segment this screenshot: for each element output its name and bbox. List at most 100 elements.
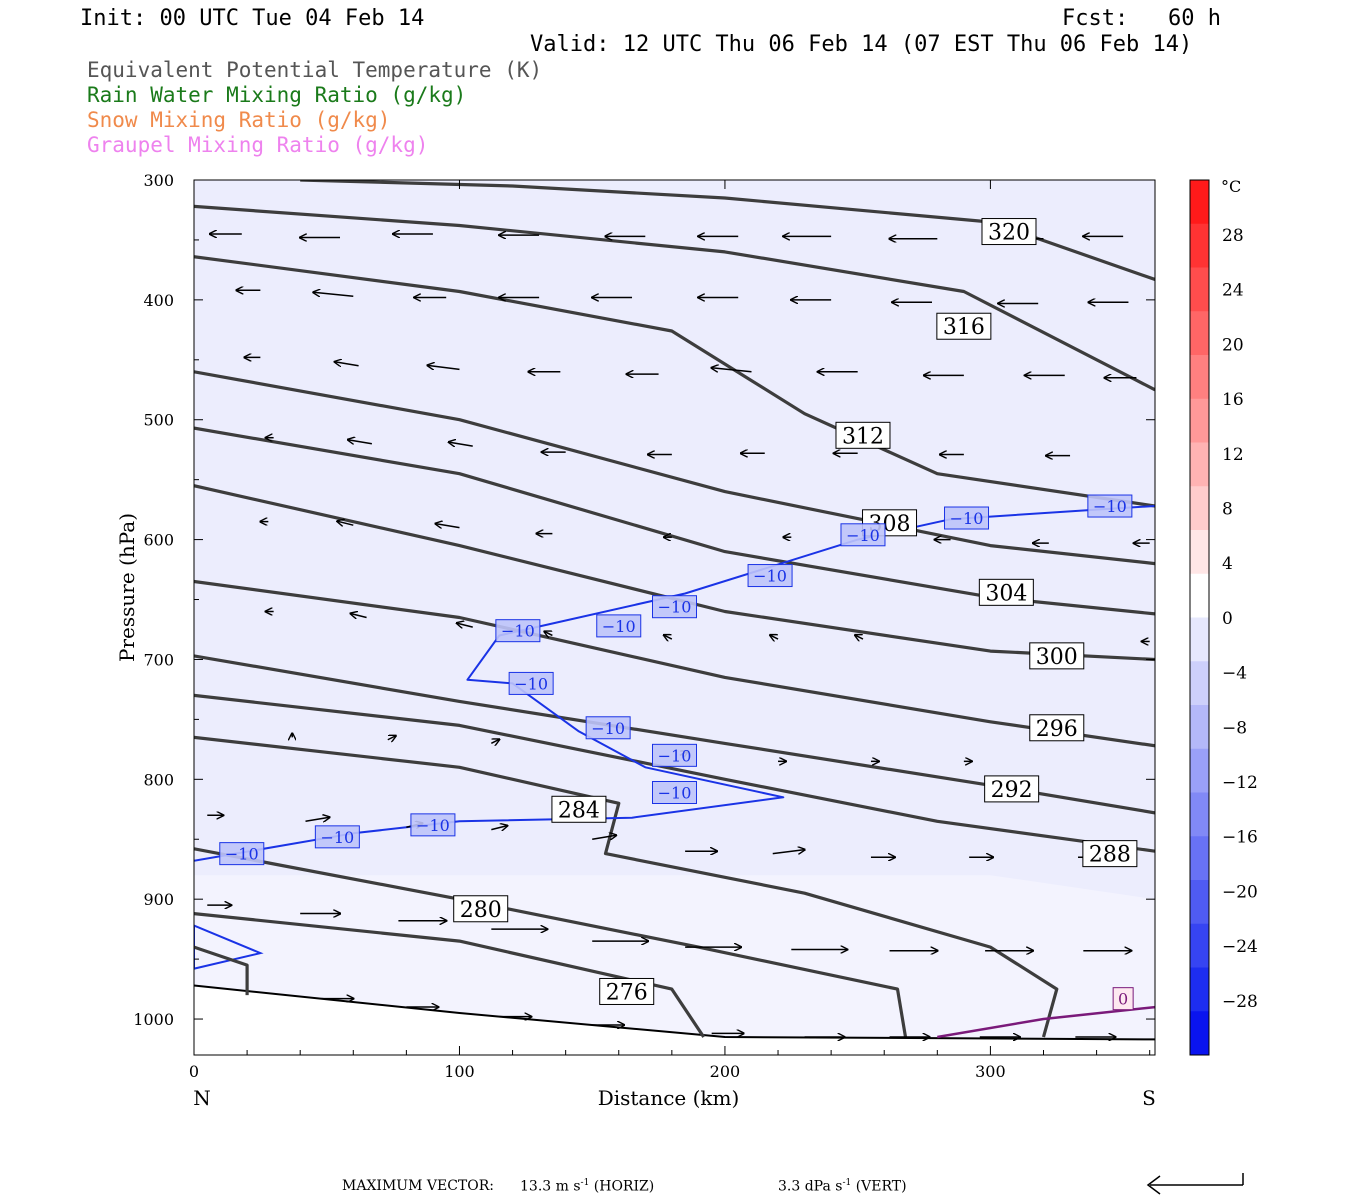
colorbar-swatch xyxy=(1190,661,1209,706)
colorbar-label: 16 xyxy=(1222,390,1244,410)
theta-e-contour-320 xyxy=(300,180,1155,282)
wind-vector xyxy=(305,817,329,821)
x-tick-label: 300 xyxy=(975,1062,1006,1081)
legend-theta-e: Equivalent Potential Temperature (K) xyxy=(87,58,543,82)
colorbar-swatch xyxy=(1190,967,1209,1012)
theta-e-contour-292 xyxy=(194,654,1155,815)
y-axis-label: Pressure (hPa) xyxy=(115,513,139,662)
y-tick-label: 300 xyxy=(143,171,174,190)
theta-e-contour-288 xyxy=(194,693,1155,853)
isotherm-label-box-0 xyxy=(219,842,265,866)
isotherm-label-minus10: −10 xyxy=(591,719,625,738)
isotherm-label-box-11 xyxy=(585,716,631,740)
wind-vector xyxy=(664,635,673,639)
contour-label-288: 288 xyxy=(1089,843,1131,868)
contour-label-box-276 xyxy=(599,977,655,1005)
contour-label-box-284 xyxy=(551,795,607,823)
colorbar-swatch xyxy=(1190,486,1209,531)
wind-vector xyxy=(449,442,473,446)
wind-vector xyxy=(387,736,396,740)
wind-vector xyxy=(855,635,864,639)
colorbar-label: −24 xyxy=(1222,937,1258,957)
colorbar-swatch xyxy=(1190,617,1209,662)
theta-e-contour-unlabeled-12 xyxy=(194,945,249,996)
y-tick-label: 600 xyxy=(143,531,174,550)
legend-snow: Snow Mixing Ratio (g/kg) xyxy=(87,108,391,132)
isotherm-wedge xyxy=(194,924,264,970)
isotherm-label-box-3 xyxy=(495,619,541,643)
wind-vector xyxy=(351,614,367,618)
isotherm-label-box-1 xyxy=(314,825,360,849)
isotherm-label-box-8 xyxy=(944,506,990,530)
isotherm-label-minus10: −10 xyxy=(846,526,880,545)
isotherm-label-box-2 xyxy=(410,813,456,837)
y-tick-label: 700 xyxy=(143,650,174,669)
isotherm-zero-label-box xyxy=(1112,987,1134,1011)
contour-label-box-300 xyxy=(1029,642,1085,670)
colorbar-swatch xyxy=(1190,1011,1209,1056)
contour-label-276: 276 xyxy=(606,980,648,1005)
isotherm-label-minus10: −10 xyxy=(658,784,692,803)
colorbar-label: −16 xyxy=(1222,828,1258,848)
theta-e-contour-284 xyxy=(194,735,1059,1038)
wind-vector xyxy=(544,631,553,635)
isotherm-label-minus10: −10 xyxy=(658,598,692,617)
contour-label-320: 320 xyxy=(988,221,1030,246)
contour-label-304: 304 xyxy=(985,581,1027,606)
wind-vector xyxy=(348,440,372,444)
wind-vector xyxy=(435,524,460,528)
contour-label-280: 280 xyxy=(460,898,502,923)
colorbar-swatch xyxy=(1190,705,1209,750)
y-tick-label: 400 xyxy=(143,291,174,310)
colorbar-swatch xyxy=(1190,355,1209,400)
colorbar-swatch xyxy=(1190,923,1209,968)
init-time: Init: 00 UTC Tue 04 Feb 14 xyxy=(80,6,425,31)
colorbar-label: 20 xyxy=(1222,335,1244,355)
wind-vector xyxy=(772,850,805,854)
colorbar-swatch xyxy=(1190,180,1209,225)
colorbar-label: 4 xyxy=(1222,554,1233,574)
wind-vector xyxy=(427,365,460,369)
colorbar-swatch xyxy=(1190,836,1209,881)
contour-label-box-320 xyxy=(981,218,1037,246)
colorbar-swatch xyxy=(1190,223,1209,268)
wind-vector xyxy=(337,521,354,525)
colorbar-label: −12 xyxy=(1222,773,1258,793)
theta-e-contour-308 xyxy=(194,370,1155,566)
valid-time: Valid: 12 UTC Thu 06 Feb 14 (07 EST Thu … xyxy=(530,32,1193,57)
colorbar-label: −8 xyxy=(1222,718,1247,738)
contour-label-312: 312 xyxy=(842,424,884,449)
colorbar-swatch xyxy=(1190,398,1209,443)
isotherm-label-box-10 xyxy=(508,671,554,695)
isotherm-label-minus10: −10 xyxy=(753,567,787,586)
plot-frame xyxy=(193,179,1156,1056)
isotherm-label-minus10: −10 xyxy=(1093,497,1127,516)
colorbar-frame xyxy=(1189,179,1210,1056)
isotherm-label-box-4 xyxy=(596,614,642,638)
x-tick-label: 200 xyxy=(710,1062,741,1081)
contour-label-box-292 xyxy=(984,775,1040,803)
contour-label-300: 300 xyxy=(1036,645,1078,670)
wind-vector xyxy=(491,826,507,830)
legend-graupel: Graupel Mixing Ratio (g/kg) xyxy=(87,133,429,157)
contour-label-316: 316 xyxy=(943,315,985,340)
wind-vector xyxy=(592,835,616,839)
isotherm-label-minus10: −10 xyxy=(320,828,354,847)
wind-vector xyxy=(335,362,359,366)
isotherm-label-minus10: −10 xyxy=(514,674,548,693)
contour-label-box-296 xyxy=(1029,714,1085,742)
fill-level-8 xyxy=(194,180,1155,900)
y-tick-label: 1000 xyxy=(133,1010,174,1029)
y-tick-label: 800 xyxy=(143,770,174,789)
colorbar-swatch xyxy=(1190,748,1209,793)
y-tick-label: 500 xyxy=(143,411,174,430)
colorbar-swatch xyxy=(1190,792,1209,837)
wind-vector xyxy=(457,623,473,627)
colorbar-label: 12 xyxy=(1222,445,1244,465)
x-tick-label: 100 xyxy=(444,1062,475,1081)
axes: 300 400 500 600 700 800 900 1000 0 100 200 300 Dista… xyxy=(115,171,1156,1110)
below-ground xyxy=(194,985,1155,1055)
isotherm-label-minus10: −10 xyxy=(658,746,692,765)
colorbar-swatch xyxy=(1190,311,1209,356)
